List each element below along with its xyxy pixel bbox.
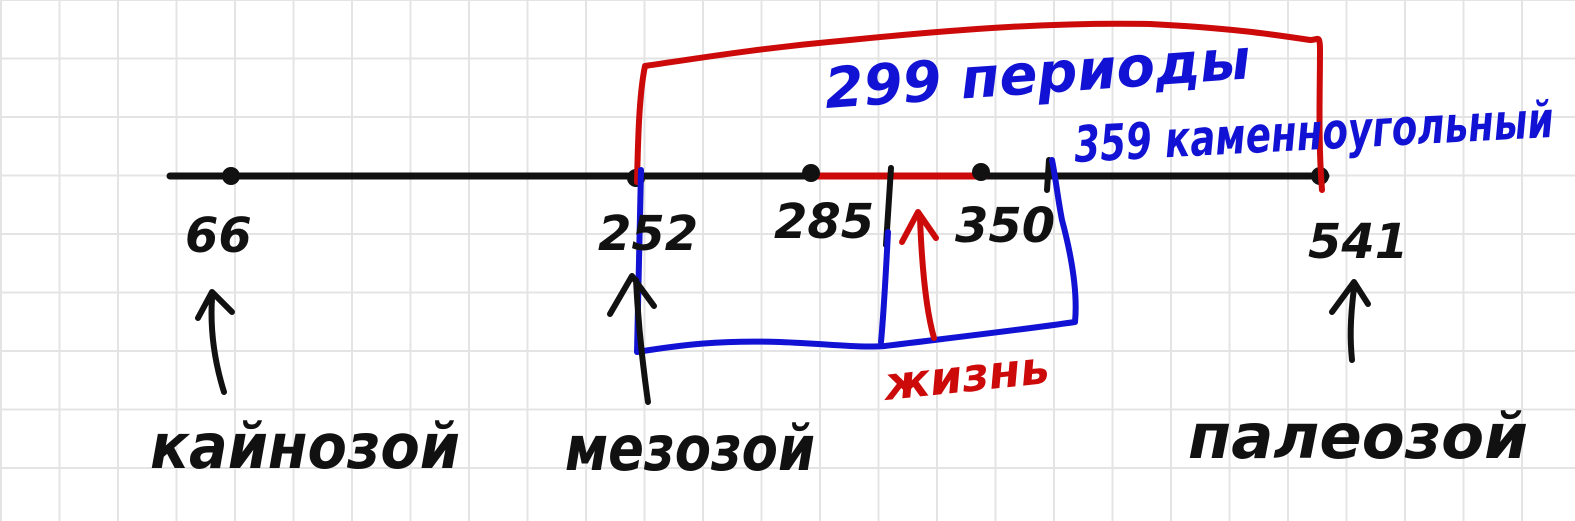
tick-dot-285	[802, 164, 820, 182]
arrow-mesozoic	[607, 273, 657, 405]
red-bracket	[634, 20, 1325, 193]
era-label-cenozoic: кайнозой	[150, 410, 460, 483]
tick-mark-b	[1044, 157, 1052, 193]
arrow-paleozoic	[1329, 279, 1371, 363]
blue-annotation-top: 299 периоды	[822, 27, 1252, 122]
era-label-mesozoic: мезозой	[565, 412, 815, 485]
tick-dot-350	[972, 163, 990, 181]
blue-inner-line	[878, 229, 891, 345]
era-label-paleozoic: палеозой	[1188, 400, 1528, 473]
tick-label-252: 252	[598, 206, 698, 262]
tick-label-285: 285	[774, 194, 874, 250]
tick-dot-66	[222, 167, 240, 185]
blue-bracket	[634, 157, 1079, 355]
red-arrow-shaft	[917, 215, 937, 341]
arrow-cenozoic	[195, 289, 235, 395]
tick-label-66: 66	[185, 208, 252, 264]
tick-label-541: 541	[1308, 214, 1408, 270]
tick-label-350: 350	[955, 198, 1055, 254]
red-arrow-head	[899, 209, 939, 245]
blue-annotation-span: 359 каменноугольный	[1073, 91, 1555, 174]
red-annotation-life: жизнь	[880, 340, 1052, 411]
